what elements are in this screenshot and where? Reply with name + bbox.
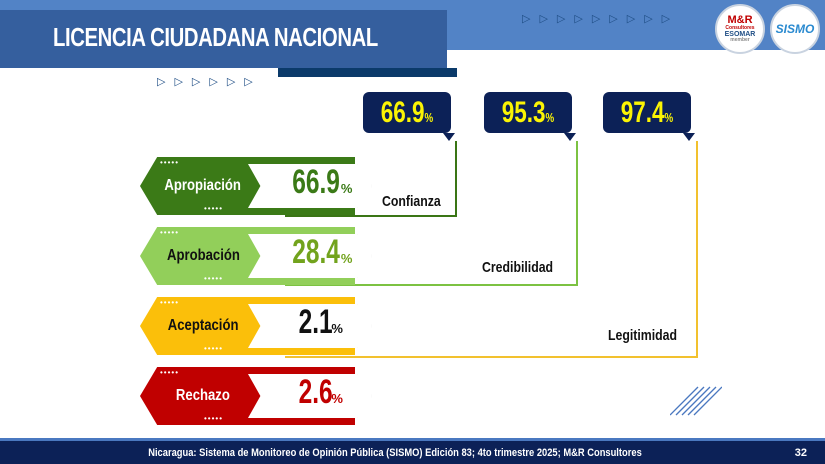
logo-text: ESOMAR bbox=[724, 31, 756, 38]
triangle-decoration-icon: ▷▷▷▷▷▷▷▷▷ bbox=[522, 13, 680, 25]
diagonal-stripes-decoration bbox=[670, 386, 722, 416]
connector-line bbox=[285, 215, 457, 217]
logo-text: member bbox=[730, 37, 750, 43]
value-chevron bbox=[248, 304, 372, 348]
value-number: 2.1 bbox=[298, 303, 333, 341]
category-credibilidad: Credibilidad bbox=[482, 259, 554, 276]
unit: % bbox=[331, 391, 343, 406]
unit: % bbox=[340, 181, 353, 196]
category-legitimidad: Legitimidad bbox=[608, 327, 678, 344]
row-label: Rechazo bbox=[148, 372, 258, 420]
title-box bbox=[0, 10, 447, 68]
dots-decoration: ••••• bbox=[160, 158, 180, 167]
connector-line bbox=[576, 141, 578, 286]
value-number: 66.9 bbox=[291, 163, 340, 201]
sismo-logo: SISMO bbox=[770, 4, 820, 54]
bubble-confianza: 66.9% bbox=[363, 92, 451, 133]
indicator-row: ••••• ••••• Apropiación 66.9% bbox=[140, 157, 372, 215]
logo-text: M&R bbox=[727, 14, 753, 26]
row-label-text: Aprobación bbox=[166, 247, 240, 264]
value-chevron bbox=[248, 234, 372, 278]
connector-line bbox=[696, 141, 698, 358]
indicator-row: ••••• ••••• Aprobación 28.4% bbox=[140, 227, 372, 285]
row-label: Aceptación bbox=[148, 302, 258, 350]
row-label-text: Apropiación bbox=[164, 177, 242, 194]
indicator-row: ••••• ••••• Rechazo 2.6% bbox=[140, 367, 372, 425]
row-label: Aprobación bbox=[148, 232, 258, 280]
dots-decoration: ••••• bbox=[204, 204, 224, 213]
row-value: 2.6% bbox=[270, 373, 365, 412]
row-label-text: Rechazo bbox=[176, 387, 230, 404]
value-number: 28.4 bbox=[291, 233, 340, 271]
unit: % bbox=[424, 110, 434, 125]
value-chevron bbox=[248, 164, 372, 208]
dots-decoration: ••••• bbox=[160, 368, 180, 377]
dots-decoration: ••••• bbox=[204, 344, 224, 353]
row-label-text: Aceptación bbox=[167, 317, 239, 334]
source-note: Nicaragua: Sistema de Monitoreo de Opini… bbox=[148, 447, 642, 459]
bubble-value: 66.9 bbox=[380, 96, 425, 129]
mr-consultores-logo: M&R Consultores ESOMAR member bbox=[715, 4, 765, 54]
row-value: 28.4% bbox=[270, 233, 365, 272]
dots-decoration: ••••• bbox=[204, 274, 224, 283]
row-label: Apropiación bbox=[148, 162, 258, 210]
row-value: 2.1% bbox=[270, 303, 365, 342]
indicator-row: ••••• ••••• Aceptación 2.1% bbox=[140, 297, 372, 355]
dots-decoration: ••••• bbox=[204, 414, 224, 423]
dots-decoration: ••••• bbox=[160, 298, 180, 307]
category-confianza: Confianza bbox=[382, 193, 441, 210]
unit: % bbox=[331, 321, 343, 336]
connector-line bbox=[285, 284, 578, 286]
value-number: 2.6 bbox=[298, 373, 333, 411]
dots-decoration: ••••• bbox=[160, 228, 180, 237]
connector-line bbox=[455, 141, 457, 217]
logo-text: SISMO bbox=[775, 22, 815, 36]
bubble-credibilidad: 95.3% bbox=[484, 92, 572, 133]
bubble-value: 95.3 bbox=[501, 96, 546, 129]
footer-bar: Nicaragua: Sistema de Monitoreo de Opini… bbox=[0, 438, 825, 464]
title-underline bbox=[278, 68, 457, 77]
page-number: 32 bbox=[794, 447, 807, 459]
bubble-value: 97.4 bbox=[620, 96, 665, 129]
value-chevron bbox=[248, 374, 372, 418]
triangle-decoration-icon: ▷▷▷▷▷▷ bbox=[157, 76, 262, 88]
unit: % bbox=[664, 110, 674, 125]
logo-text: Consultores bbox=[725, 25, 755, 31]
unit: % bbox=[545, 110, 555, 125]
connector-line bbox=[285, 356, 698, 358]
row-value: 66.9% bbox=[270, 163, 365, 202]
page-title: LICENCIA CIUDADANA NACIONAL bbox=[53, 22, 378, 52]
bubble-legitimidad: 97.4% bbox=[603, 92, 691, 133]
unit: % bbox=[340, 251, 353, 266]
